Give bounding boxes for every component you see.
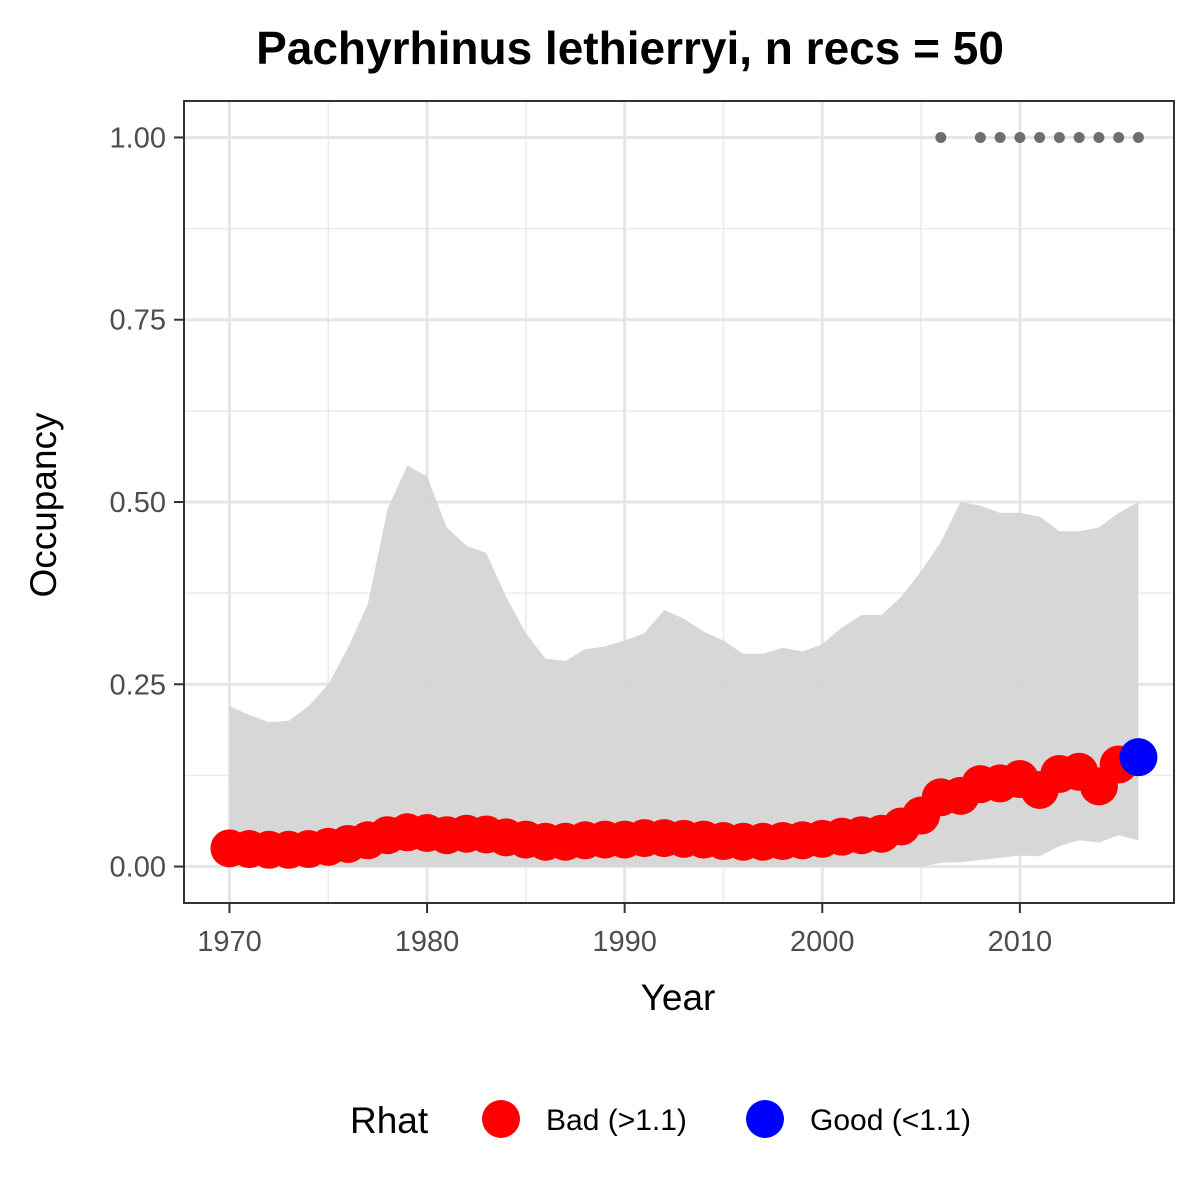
x-axis-label: Year [641, 977, 716, 1018]
record-point [1014, 131, 1026, 143]
record-point [974, 131, 986, 143]
legend-key-good [746, 1100, 784, 1138]
record-point [1093, 131, 1105, 143]
x-axis: 1970 1980 1990 2000 2010 [197, 903, 1052, 958]
record-point [1132, 131, 1144, 143]
y-axis: 0.00 0.25 0.50 0.75 1.00 [110, 122, 184, 884]
occupancy-point-good [1119, 738, 1158, 777]
record-point [994, 131, 1006, 143]
record-point [1053, 131, 1065, 143]
chart-title: Pachyrhinus lethierryi, n recs = 50 [256, 22, 1004, 74]
x-tick-label: 1980 [395, 926, 460, 958]
y-tick-label: 0.50 [110, 487, 166, 519]
occupancy-points [210, 738, 1158, 869]
confidence-ribbon [229, 465, 1139, 867]
x-tick-label: 2010 [988, 926, 1053, 958]
y-tick-label: 1.00 [110, 122, 166, 154]
legend-label-bad: Bad (>1.1) [546, 1104, 687, 1137]
record-point [935, 131, 947, 143]
legend-key-bad [482, 1100, 520, 1138]
record-point [1113, 131, 1125, 143]
x-tick-label: 2000 [790, 926, 855, 958]
legend: Rhat Bad (>1.1) Good (<1.1) [350, 1100, 971, 1141]
x-tick-label: 1970 [197, 926, 262, 958]
record-points [935, 131, 1144, 143]
legend-label-good: Good (<1.1) [810, 1104, 971, 1137]
y-tick-label: 0.00 [110, 852, 166, 884]
y-tick-label: 0.75 [110, 305, 166, 337]
record-point [1073, 131, 1085, 143]
x-tick-label: 1990 [592, 926, 657, 958]
y-axis-label: Occupancy [23, 412, 64, 598]
legend-title: Rhat [350, 1100, 429, 1141]
plot-panel [183, 100, 1175, 904]
record-point [1034, 131, 1046, 143]
y-tick-label: 0.25 [110, 669, 166, 701]
